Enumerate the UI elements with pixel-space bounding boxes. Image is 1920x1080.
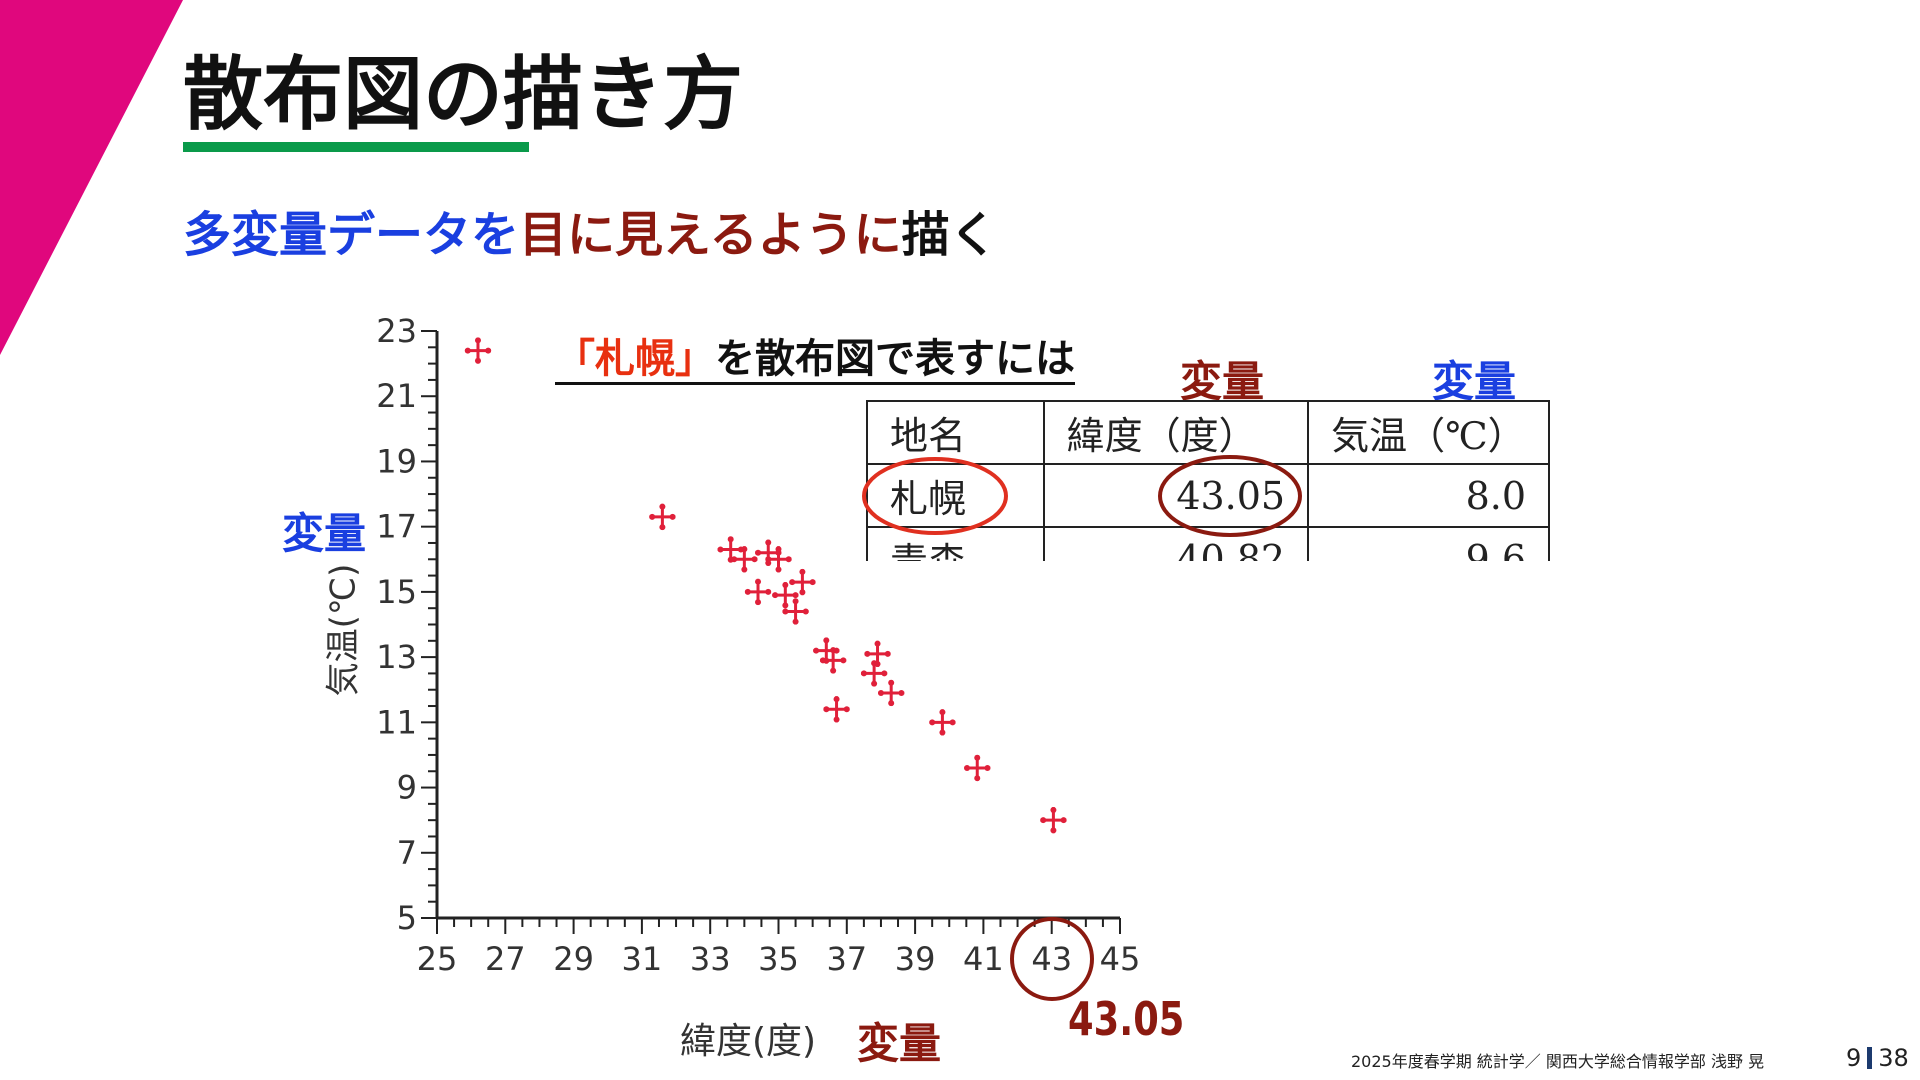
- x-tick-label: 43: [1031, 940, 1072, 978]
- x-tick-label: 37: [826, 940, 867, 978]
- cell-latitude: 43.05: [1042, 463, 1310, 528]
- latitude-value-circle: [1158, 455, 1302, 537]
- accent-triangle: [0, 0, 183, 355]
- x-tick-label: 35: [758, 940, 799, 978]
- data-point: [877, 679, 905, 707]
- y-tick-label: 7: [397, 834, 417, 872]
- x-tick-label: 31: [622, 940, 663, 978]
- y-tick-label: 13: [376, 638, 417, 676]
- data-point: [731, 546, 758, 573]
- x-tick-43-circle: [1010, 917, 1094, 1001]
- subtitle-part-black: 描く: [901, 207, 998, 263]
- y-tick-label: 9: [397, 769, 417, 807]
- subtitle-part-blue: 多変量データを: [183, 207, 520, 263]
- page-total: 38: [1878, 1044, 1909, 1072]
- header-cell: 地名: [866, 400, 1045, 465]
- latitude-variable-label: 変量: [1180, 357, 1265, 406]
- data-point: [1040, 806, 1067, 834]
- cell-place: 札幌: [866, 463, 1045, 528]
- title-underline: [183, 142, 529, 152]
- data-point: [789, 568, 816, 596]
- data-point: [823, 696, 850, 723]
- highlight-value: 43.05: [1068, 992, 1185, 1046]
- data-point: [782, 598, 809, 625]
- y-tick-label: 19: [376, 442, 417, 480]
- cell-temperature: 9.6: [1307, 526, 1550, 561]
- sapporo-circle: [862, 457, 1008, 535]
- x-tick-label: 39: [895, 940, 936, 978]
- x-tick-label: 27: [485, 940, 526, 978]
- y-tick-label: 23: [376, 312, 417, 350]
- slide-title: 散布図の描き方: [183, 48, 743, 141]
- heading-rest: を散布図で表すには: [715, 336, 1075, 382]
- data-point: [929, 709, 956, 736]
- footer-credit: 2025年度春学期 統計学／ 関西大学総合情報学部 浅野 晃: [1351, 1052, 1765, 1071]
- temperature-variable-label: 変量: [1432, 357, 1517, 406]
- data-point: [964, 754, 991, 782]
- y-variable-label: 変量: [282, 509, 367, 558]
- data-point: [819, 647, 847, 674]
- data-point: [772, 581, 799, 609]
- table-header-row: 地名 緯度（度） 気温（℃）: [866, 400, 1550, 465]
- y-tick-label: 5: [397, 899, 417, 937]
- x-tick-label: 41: [963, 940, 1004, 978]
- header-cell: 緯度（度）: [1042, 400, 1310, 465]
- x-tick-label: 29: [553, 940, 594, 978]
- cell-temperature: 8.0: [1307, 463, 1550, 528]
- table-row: 札幌 43.05 8.0: [866, 463, 1550, 528]
- y-tick-label: 15: [376, 573, 417, 611]
- subtitle-part-red: 目に見えるように: [519, 207, 902, 263]
- x-tick-label: 45: [1100, 940, 1141, 978]
- data-point: [464, 337, 492, 364]
- y-tick-label: 17: [376, 508, 417, 546]
- page-number: 9 38: [1846, 1044, 1909, 1072]
- x-tick-label: 25: [417, 940, 458, 978]
- heading-highlight: 「札幌」: [555, 336, 715, 382]
- data-point: [744, 578, 772, 606]
- data-point: [765, 546, 792, 573]
- y-tick-label: 11: [376, 703, 417, 741]
- y-tick-label: 21: [376, 377, 417, 415]
- x-axis-label: 緯度(度): [680, 1021, 817, 1062]
- data-point: [860, 660, 888, 687]
- header-cell: 気温（℃）: [1307, 400, 1550, 465]
- slide-subtitle: 多変量データを目に見えるように描く: [183, 195, 998, 265]
- x-tick-label: 33: [690, 940, 731, 978]
- x-variable-label: 変量: [857, 1019, 942, 1068]
- data-point: [864, 640, 891, 668]
- data-table: 地名 緯度（度） 気温（℃） 札幌 43.05 8.0 青森 40.82 9.6: [866, 400, 1550, 561]
- page-separator: [1867, 1047, 1873, 1069]
- data-point: [649, 503, 676, 531]
- page-current: 9: [1846, 1044, 1862, 1072]
- table-heading: 「札幌」を散布図で表すには: [555, 336, 1075, 385]
